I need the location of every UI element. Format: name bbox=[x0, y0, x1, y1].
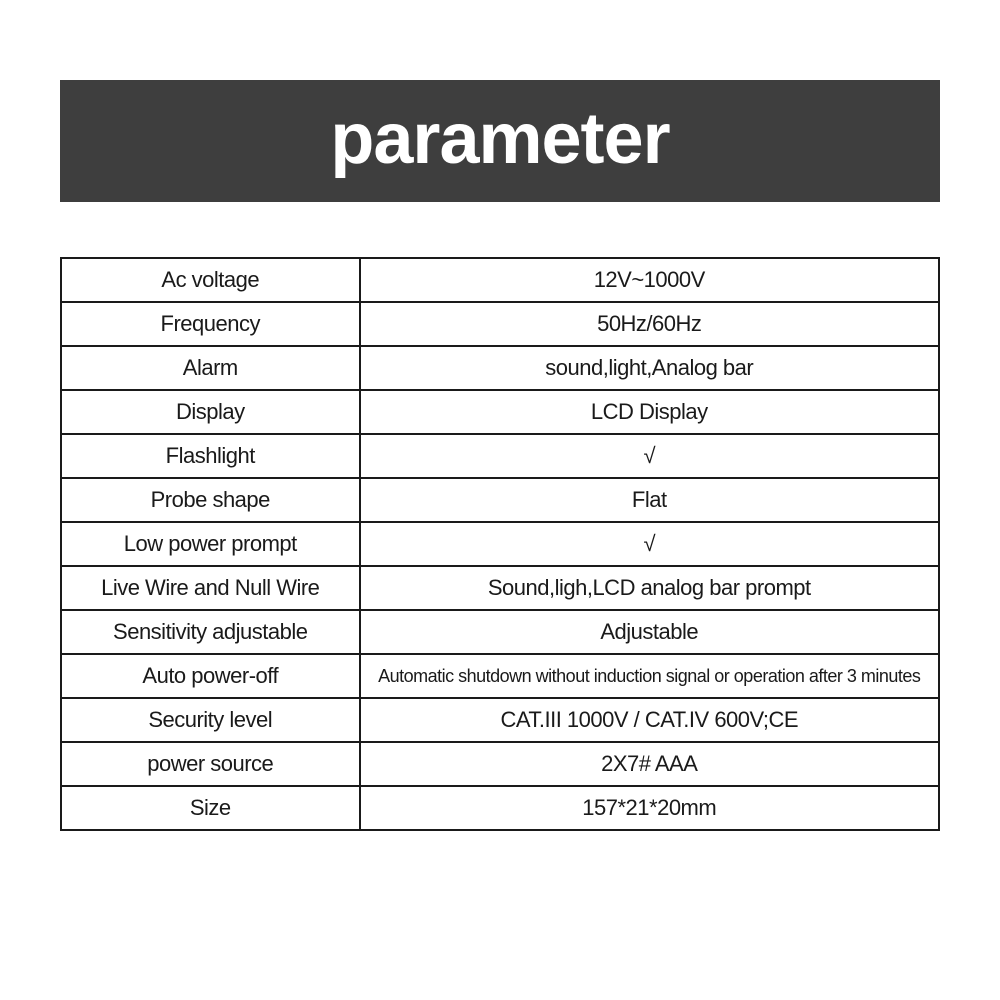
table-row: power source2X7# AAA bbox=[61, 742, 939, 786]
param-value: LCD Display bbox=[360, 390, 939, 434]
param-label: Security level bbox=[61, 698, 360, 742]
param-value: sound,light,Analog bar bbox=[360, 346, 939, 390]
param-label: Live Wire and Null Wire bbox=[61, 566, 360, 610]
parameter-table: Ac voltage12V~1000VFrequency50Hz/60HzAla… bbox=[60, 257, 940, 831]
param-label: Auto power-off bbox=[61, 654, 360, 698]
param-label: power source bbox=[61, 742, 360, 786]
param-value: CAT.III 1000V / CAT.IV 600V;CE bbox=[360, 698, 939, 742]
table-row: Ac voltage12V~1000V bbox=[61, 258, 939, 302]
param-value: √ bbox=[360, 434, 939, 478]
param-label: Low power prompt bbox=[61, 522, 360, 566]
param-value: 157*21*20mm bbox=[360, 786, 939, 830]
title-bar: parameter bbox=[60, 80, 940, 202]
table-row: Auto power-offAutomatic shutdown without… bbox=[61, 654, 939, 698]
param-value: Flat bbox=[360, 478, 939, 522]
table-row: Sensitivity adjustableAdjustable bbox=[61, 610, 939, 654]
param-label: Flashlight bbox=[61, 434, 360, 478]
param-label: Frequency bbox=[61, 302, 360, 346]
table-row: Low power prompt√ bbox=[61, 522, 939, 566]
param-label: Probe shape bbox=[61, 478, 360, 522]
param-label: Sensitivity adjustable bbox=[61, 610, 360, 654]
param-value: Sound,ligh,LCD analog bar prompt bbox=[360, 566, 939, 610]
param-value: 50Hz/60Hz bbox=[360, 302, 939, 346]
table-row: Live Wire and Null WireSound,ligh,LCD an… bbox=[61, 566, 939, 610]
param-value: 2X7# AAA bbox=[360, 742, 939, 786]
param-label: Size bbox=[61, 786, 360, 830]
table-row: DisplayLCD Display bbox=[61, 390, 939, 434]
param-label: Display bbox=[61, 390, 360, 434]
table-row: Size157*21*20mm bbox=[61, 786, 939, 830]
table-row: Probe shapeFlat bbox=[61, 478, 939, 522]
page-container: parameter Ac voltage12V~1000VFrequency50… bbox=[0, 0, 1000, 831]
table-row: Alarmsound,light,Analog bar bbox=[61, 346, 939, 390]
table-row: Flashlight√ bbox=[61, 434, 939, 478]
param-value: √ bbox=[360, 522, 939, 566]
param-label: Ac voltage bbox=[61, 258, 360, 302]
param-value: Automatic shutdown without induction sig… bbox=[360, 654, 939, 698]
table-row: Security levelCAT.III 1000V / CAT.IV 600… bbox=[61, 698, 939, 742]
title-text: parameter bbox=[330, 99, 669, 179]
param-value: Adjustable bbox=[360, 610, 939, 654]
param-label: Alarm bbox=[61, 346, 360, 390]
table-row: Frequency50Hz/60Hz bbox=[61, 302, 939, 346]
param-value: 12V~1000V bbox=[360, 258, 939, 302]
